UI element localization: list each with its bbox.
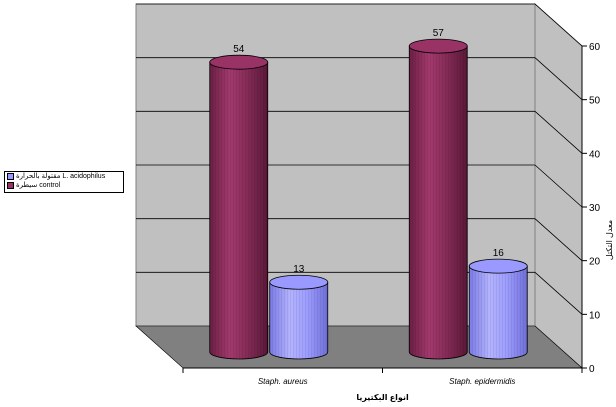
bar-top	[468, 258, 528, 274]
data-label: 13	[293, 264, 305, 275]
axes: 0 10 20 30 40 50 60 Staph. aureus Staph. epiderm…	[182, 42, 614, 402]
y-tick-label: 30	[589, 203, 601, 214]
gridlines	[136, 3, 583, 315]
legend-label: سيطرة control	[16, 182, 61, 189]
x-axis-title: انواع البكتيريا	[356, 393, 409, 402]
legend-label: مقتولة بالحرارة L. acidophilus	[16, 173, 106, 180]
bar-top	[209, 54, 269, 70]
legend-item: مقتولة بالحرارة L. acidophilus	[5, 172, 123, 181]
y-tick-label: 50	[589, 96, 601, 107]
legend-swatch	[7, 173, 14, 180]
bar: 54	[209, 44, 269, 360]
gridline-side	[534, 57, 583, 100]
data-label: 16	[493, 248, 505, 259]
bar-top	[408, 38, 468, 54]
bar-body	[468, 265, 528, 360]
legend-swatch	[7, 182, 14, 189]
x-tick-label: Staph. epidermidis	[449, 377, 515, 386]
bar: 57	[408, 28, 468, 360]
y-tick-label: 60	[589, 42, 601, 53]
gridline-side	[534, 218, 583, 261]
legend: مقتولة بالحرارة L. acidophilus سيطرة con…	[4, 171, 124, 193]
bar-top	[269, 274, 329, 290]
bar-body	[209, 61, 269, 360]
legend-item: سيطرة control	[5, 181, 123, 190]
gridline-side	[534, 272, 583, 315]
y-axis-title: معدل التكتل	[605, 220, 614, 260]
bar-body	[269, 281, 329, 360]
y-tick-label: 0	[589, 364, 595, 375]
bars: 54 13 57 16	[209, 28, 528, 360]
bar: 13	[269, 264, 329, 360]
y-tick-label: 40	[589, 149, 601, 160]
bar-body	[408, 45, 468, 360]
gridline-side	[534, 164, 583, 208]
gridline-side	[534, 3, 583, 47]
y-tick-label: 20	[589, 257, 601, 268]
data-label: 54	[233, 44, 245, 55]
y-tick-label: 10	[589, 310, 601, 321]
x-tick-label: Staph. aureus	[258, 377, 308, 386]
bar: 16	[468, 248, 528, 360]
gridline-side	[534, 111, 583, 154]
data-label: 57	[433, 28, 445, 39]
